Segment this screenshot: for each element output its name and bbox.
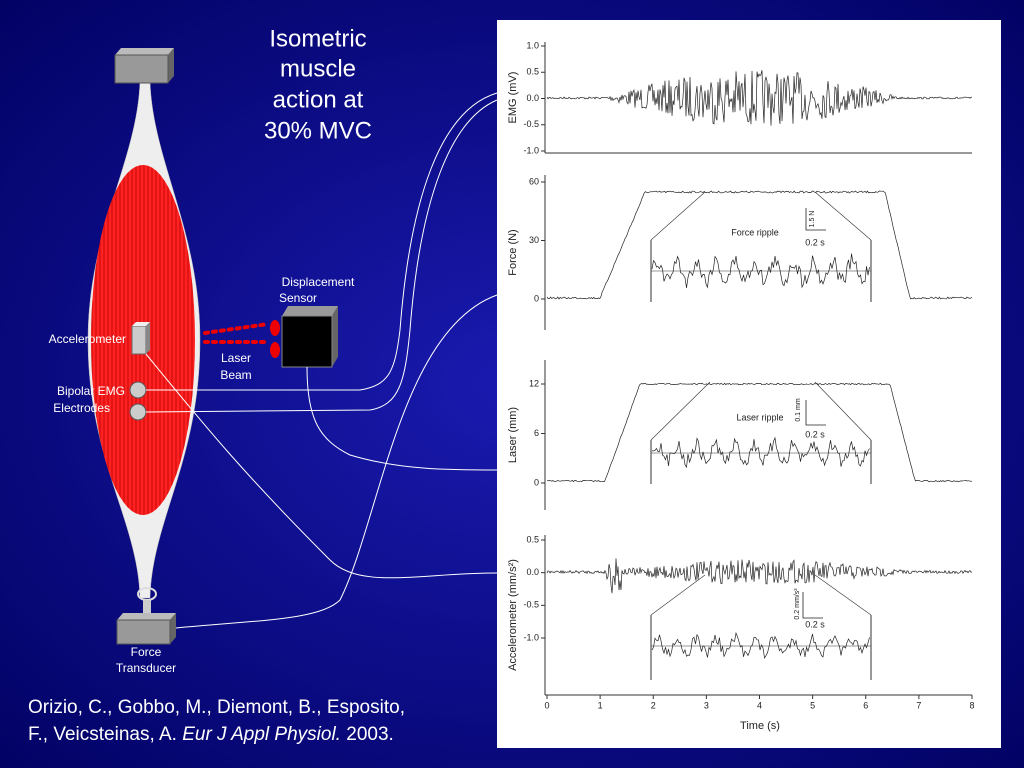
inset-frame bbox=[650, 191, 706, 241]
x-tick-label: 8 bbox=[969, 700, 974, 710]
inset-label: Laser ripple bbox=[736, 412, 783, 422]
inset-frame bbox=[814, 574, 872, 616]
label: Displacement bbox=[282, 275, 355, 289]
y-axis-label: Accelerometer (mm/s²) bbox=[507, 559, 519, 671]
inset-label: 0.2 s bbox=[805, 237, 825, 247]
label: Bipolar EMG bbox=[57, 384, 125, 398]
y-tick-label: 60 bbox=[529, 176, 539, 186]
citation-year: 2003. bbox=[346, 724, 394, 745]
inset-frame bbox=[650, 381, 711, 441]
y-tick-label: 0.0 bbox=[526, 93, 539, 103]
label: Laser bbox=[221, 351, 251, 365]
x-tick-label: 3 bbox=[704, 700, 709, 710]
citation: Orizio, C., Gobbo, M., Diemont, B., Espo… bbox=[28, 697, 405, 718]
scale-bar bbox=[805, 208, 826, 231]
accelerometer-trace bbox=[546, 558, 972, 594]
x-tick-label: 4 bbox=[757, 700, 762, 710]
label: Transducer bbox=[116, 661, 176, 675]
laser-trace bbox=[546, 382, 972, 483]
laser-beam bbox=[203, 322, 270, 344]
x-tick-label: 1 bbox=[598, 700, 603, 710]
label: Force bbox=[131, 645, 162, 659]
accelerometer-block bbox=[131, 322, 150, 355]
y-tick-label: 0.5 bbox=[526, 534, 539, 544]
inset-label: Force ripple bbox=[731, 227, 779, 237]
force-trace bbox=[546, 190, 973, 300]
scale-bar bbox=[805, 400, 826, 426]
x-tick-label: 2 bbox=[651, 700, 656, 710]
inset-label: 1.5 N bbox=[809, 211, 816, 228]
label: Electrodes bbox=[53, 401, 110, 415]
y-axis-label: EMG (mV) bbox=[507, 72, 519, 124]
scale-bar bbox=[802, 592, 823, 619]
y-tick-label: 0 bbox=[534, 293, 539, 303]
y-tick-label: 30 bbox=[529, 235, 539, 245]
inset-label: 0.2 s bbox=[805, 619, 825, 629]
title: Isometric muscle action at 30% MVC bbox=[264, 25, 372, 144]
citation-journal: Eur J Appl Physiol. bbox=[182, 724, 341, 745]
title-line: Isometric bbox=[269, 25, 366, 52]
displacement-sensor bbox=[270, 306, 338, 368]
y-axis-label: Force (N) bbox=[507, 229, 519, 275]
y-tick-label: 0.0 bbox=[526, 567, 539, 577]
top-block bbox=[114, 48, 174, 84]
x-tick-label: 0 bbox=[544, 700, 549, 710]
label: Sensor bbox=[279, 291, 317, 305]
y-tick-label: 0.5 bbox=[526, 67, 539, 77]
citation: F., Veicsteinas, A. Eur J Appl Physiol. … bbox=[28, 724, 394, 745]
title-line: 30% MVC bbox=[264, 117, 372, 144]
y-tick-label: -0.5 bbox=[523, 119, 539, 129]
inset-label: 0.2 s bbox=[805, 429, 825, 439]
title-line: muscle bbox=[280, 55, 356, 82]
inset-frame bbox=[814, 191, 872, 241]
citation-authors: F., Veicsteinas, A. bbox=[28, 724, 177, 745]
wires bbox=[145, 92, 498, 629]
electrodes bbox=[129, 381, 147, 421]
y-tick-label: 12 bbox=[529, 378, 539, 388]
ripple-trace bbox=[651, 631, 870, 659]
ripple-trace bbox=[651, 253, 870, 289]
inset-label: 0.2 mm/s² bbox=[794, 588, 801, 620]
y-tick-label: 1.0 bbox=[526, 40, 539, 50]
inset-frame bbox=[814, 381, 872, 441]
y-tick-label: -1.0 bbox=[523, 145, 539, 155]
y-axis-label: Laser (mm) bbox=[507, 407, 519, 463]
x-tick-label: 7 bbox=[916, 700, 921, 710]
force-transducer-block bbox=[116, 587, 176, 645]
title-line: action at bbox=[273, 86, 364, 113]
emg-trace bbox=[546, 70, 973, 126]
y-tick-label: 6 bbox=[534, 428, 539, 438]
label: Accelerometer bbox=[49, 332, 126, 346]
label: Beam bbox=[220, 368, 251, 382]
y-tick-label: -1.0 bbox=[523, 632, 539, 642]
x-axis-label: Time (s) bbox=[740, 720, 780, 732]
x-tick-label: 6 bbox=[863, 700, 868, 710]
ripple-trace bbox=[652, 436, 870, 469]
y-tick-label: -0.5 bbox=[523, 600, 539, 610]
inset-label: 0.1 mm bbox=[795, 398, 802, 422]
x-tick-label: 5 bbox=[810, 700, 815, 710]
y-tick-label: 0 bbox=[534, 477, 539, 487]
inset-frame bbox=[650, 574, 706, 616]
